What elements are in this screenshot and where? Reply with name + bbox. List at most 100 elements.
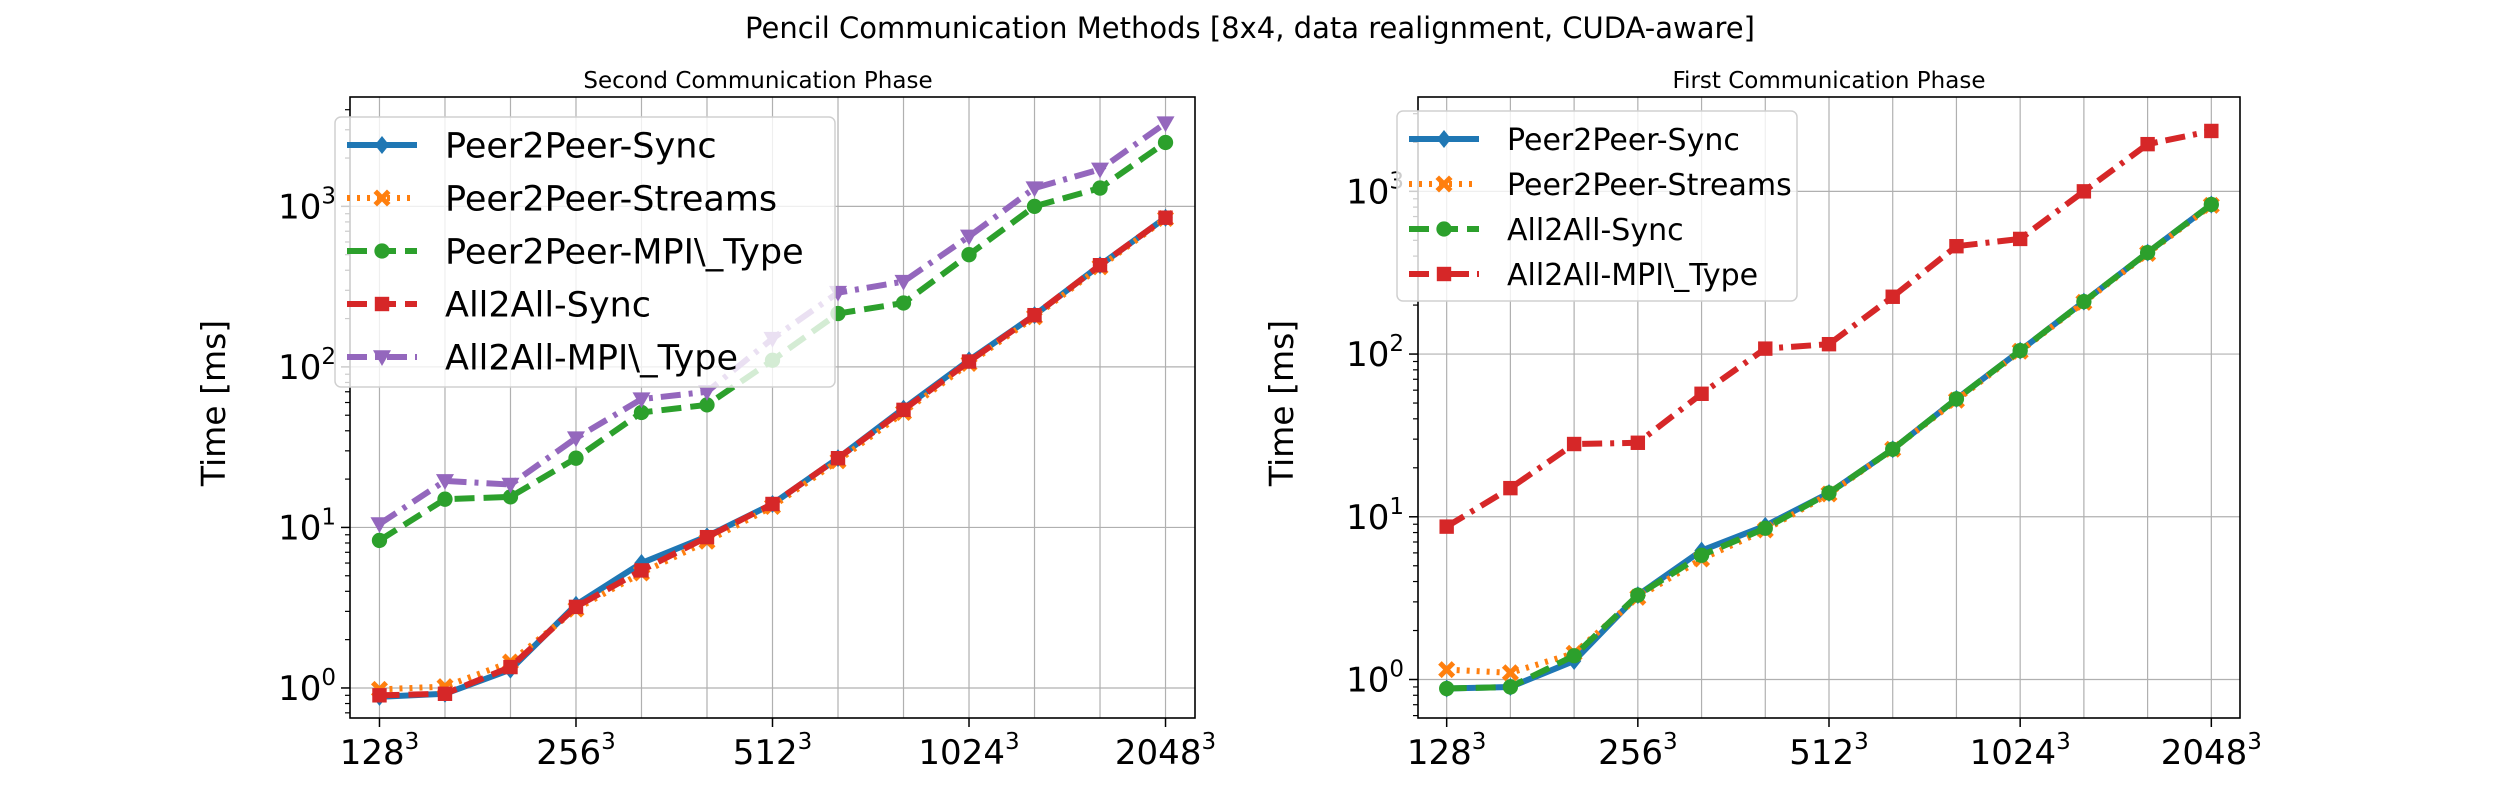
x-tick-label: 10243 [918, 729, 1019, 773]
x-tick-label: 2563 [1598, 729, 1678, 773]
data-point [437, 686, 453, 701]
data-point [435, 474, 454, 490]
y-tick-label: 102 [278, 344, 336, 388]
data-point [372, 688, 387, 703]
data-point [895, 295, 912, 311]
data-point [1092, 258, 1108, 273]
x-tick-label: 2563 [536, 729, 616, 773]
legend-label: Peer2Peer-Streams [1507, 168, 1792, 203]
legend-box [1396, 110, 1798, 302]
data-point [1158, 210, 1173, 225]
data-point [1949, 239, 1964, 254]
x-tick-label: 10243 [1970, 729, 2071, 773]
x-tick-label: 20483 [1115, 729, 1216, 773]
data-point [371, 532, 388, 549]
y-tick-label: 101 [1346, 494, 1404, 538]
data-point [1439, 680, 1455, 697]
data-point [502, 489, 519, 505]
data-point [373, 189, 391, 207]
y-axis-label: Time [ms] [194, 320, 233, 487]
legend-item: Peer2Peer-MPI\_Type [347, 233, 804, 273]
y-tick-label: 102 [1346, 331, 1404, 375]
legend-item: Peer2Peer-Sync [347, 127, 717, 167]
data-point [697, 385, 716, 401]
chart-first-phase: First Communication Phase Time [ms] 1001… [1262, 68, 2262, 773]
legend-label: All2All-MPI\_Type [445, 339, 738, 379]
legend-item: All2All-Sync [347, 286, 651, 326]
legend-label: All2All-MPI\_Type [1507, 258, 1758, 293]
legend-item: Peer2Peer-Streams [347, 180, 777, 220]
data-point [1885, 289, 1900, 304]
data-point [1092, 180, 1108, 196]
data-point [1091, 162, 1110, 179]
series-all2all-sync [1439, 196, 2219, 697]
data-point [699, 397, 715, 413]
data-point [503, 659, 518, 675]
data-point [960, 229, 979, 246]
data-point [1948, 391, 1965, 407]
data-point [1439, 519, 1454, 534]
data-point [374, 243, 390, 259]
data-point [1502, 679, 1519, 695]
data-point [632, 392, 651, 409]
x-tick-label: 5123 [1789, 729, 1869, 773]
axes-frame [1417, 96, 2241, 719]
data-point [1436, 130, 1452, 148]
legend-box [334, 116, 836, 388]
legend-label: All2All-Sync [1507, 213, 1684, 248]
data-point [894, 274, 913, 291]
data-point [1693, 547, 1710, 563]
data-point [1630, 435, 1646, 450]
data-point [1821, 336, 1837, 352]
data-point [1821, 485, 1837, 501]
data-point [1157, 134, 1174, 151]
data-point [2076, 184, 2092, 199]
data-point [699, 529, 715, 545]
data-point [2203, 196, 2219, 213]
legend-label: Peer2Peer-Streams [445, 180, 777, 220]
data-point [373, 350, 391, 366]
data-point [501, 477, 520, 494]
legend-item: All2All-MPI\_Type [347, 339, 738, 379]
legend-label: Peer2Peer-Sync [445, 127, 717, 167]
data-point [634, 554, 649, 573]
data-point [1501, 664, 1519, 682]
data-point [634, 563, 649, 578]
data-point [961, 247, 977, 263]
y-tick-label: 101 [278, 504, 336, 548]
data-point [896, 402, 911, 418]
data-point [1436, 221, 1452, 237]
chart-title: First Communication Phase [1673, 68, 1986, 94]
data-point [1025, 181, 1044, 198]
data-point [2140, 136, 2155, 152]
legend-item: All2All-MPI\_Type [1409, 258, 1758, 293]
series-all2all-mpi-type [1439, 123, 2219, 534]
series-all2all-sync [372, 210, 1173, 703]
legend-label: Peer2Peer-MPI\_Type [445, 233, 804, 273]
data-point [1435, 175, 1453, 193]
x-tick-label: 1283 [340, 729, 420, 773]
plot-area: 100 101 102 103 1283 2563 5123 10243 20483 Peer2P… [1346, 96, 2262, 773]
data-point [1630, 587, 1646, 603]
x-tick-label: 1283 [1407, 729, 1487, 773]
legend-item: All2All-Sync [1409, 213, 1684, 248]
data-point [830, 450, 846, 466]
data-point [765, 496, 780, 512]
legend: Peer2Peer-Sync Peer2Peer-Streams All2All-S… [1396, 110, 1798, 302]
data-point [374, 296, 390, 312]
y-axis-label: Time [ms] [1262, 320, 1301, 487]
data-point [1566, 436, 1582, 452]
data-point [961, 354, 977, 369]
data-point [568, 450, 584, 466]
data-point [2139, 244, 2156, 261]
data-point [2012, 231, 2028, 247]
data-point [1026, 198, 1043, 215]
y-tick-label: 103 [1346, 168, 1404, 212]
data-point [1885, 441, 1901, 457]
axes-frame [349, 96, 1196, 719]
y-tick-label: 103 [278, 183, 336, 227]
y-tick-label: 100 [1346, 657, 1404, 701]
data-point [1566, 648, 1582, 664]
data-point [568, 599, 584, 615]
data-point [1438, 661, 1456, 679]
